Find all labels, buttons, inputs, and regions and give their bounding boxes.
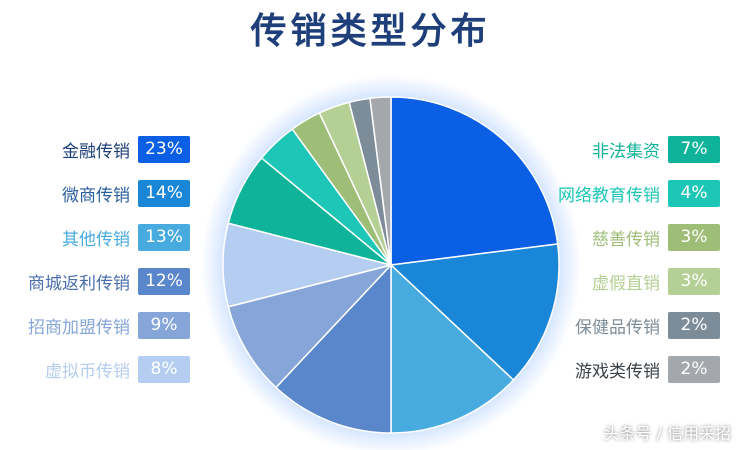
legend-percent-badge: 3% — [668, 267, 720, 295]
legend-label: 金融传销 — [62, 141, 130, 162]
legend-label: 非法集资 — [592, 141, 660, 162]
legend-percent-badge: 13% — [138, 223, 190, 251]
legend-label: 其他传销 — [62, 229, 130, 250]
pie-slice — [390, 263, 515, 434]
legend-label: 微商传销 — [62, 185, 130, 206]
legend-item: 招商加盟传销 9% — [0, 310, 190, 340]
pie-slice — [389, 243, 560, 382]
legend-item: 虚拟币传销 8% — [0, 354, 190, 384]
legend-percent-badge: 2% — [668, 355, 720, 383]
legend-percent-badge: 14% — [138, 179, 190, 207]
pie-slice — [227, 263, 394, 389]
legend-item: 其他传销 13% — [0, 222, 190, 252]
legend-percent-badge: 12% — [138, 267, 190, 295]
legend-percent-badge: 23% — [138, 135, 190, 163]
legend-label: 慈善传销 — [592, 229, 660, 250]
legend-percent-badge: 2% — [668, 311, 720, 339]
legend-item: 网络教育传销 4% — [548, 178, 720, 208]
pie-slice — [390, 96, 559, 266]
legend-item: 慈善传销 3% — [548, 222, 720, 252]
legend-item: 虚假直销 3% — [548, 266, 720, 296]
legend-label: 保健品传销 — [575, 317, 660, 338]
legend-item: 游戏类传销 2% — [548, 354, 720, 384]
watermark: 头条号 / 信用采招 — [603, 424, 731, 443]
legend-label: 商城返利传销 — [28, 273, 130, 294]
legend-item: 微商传销 14% — [0, 178, 190, 208]
legend-percent-badge: 8% — [138, 355, 190, 383]
chart-title: 传销类型分布 — [250, 11, 491, 52]
legend-item: 保健品传销 2% — [548, 310, 720, 340]
legend-percent-badge: 9% — [138, 311, 190, 339]
legend-item: 金融传销 23% — [0, 134, 190, 164]
legend-percent-badge: 7% — [668, 135, 720, 163]
legend-label: 网络教育传销 — [558, 185, 660, 206]
pie-slice — [369, 96, 392, 266]
legend-item: 商城返利传销 12% — [0, 266, 190, 296]
pie-slice — [274, 263, 392, 434]
legend-label: 虚拟币传销 — [45, 361, 130, 382]
legend-label: 虚假直销 — [592, 273, 660, 294]
legend-item: 非法集资 7% — [548, 134, 720, 164]
legend-label: 招商加盟传销 — [28, 317, 130, 338]
legend-percent-badge: 3% — [668, 223, 720, 251]
legend-percent-badge: 4% — [668, 179, 720, 207]
legend-label: 游戏类传销 — [575, 361, 660, 382]
